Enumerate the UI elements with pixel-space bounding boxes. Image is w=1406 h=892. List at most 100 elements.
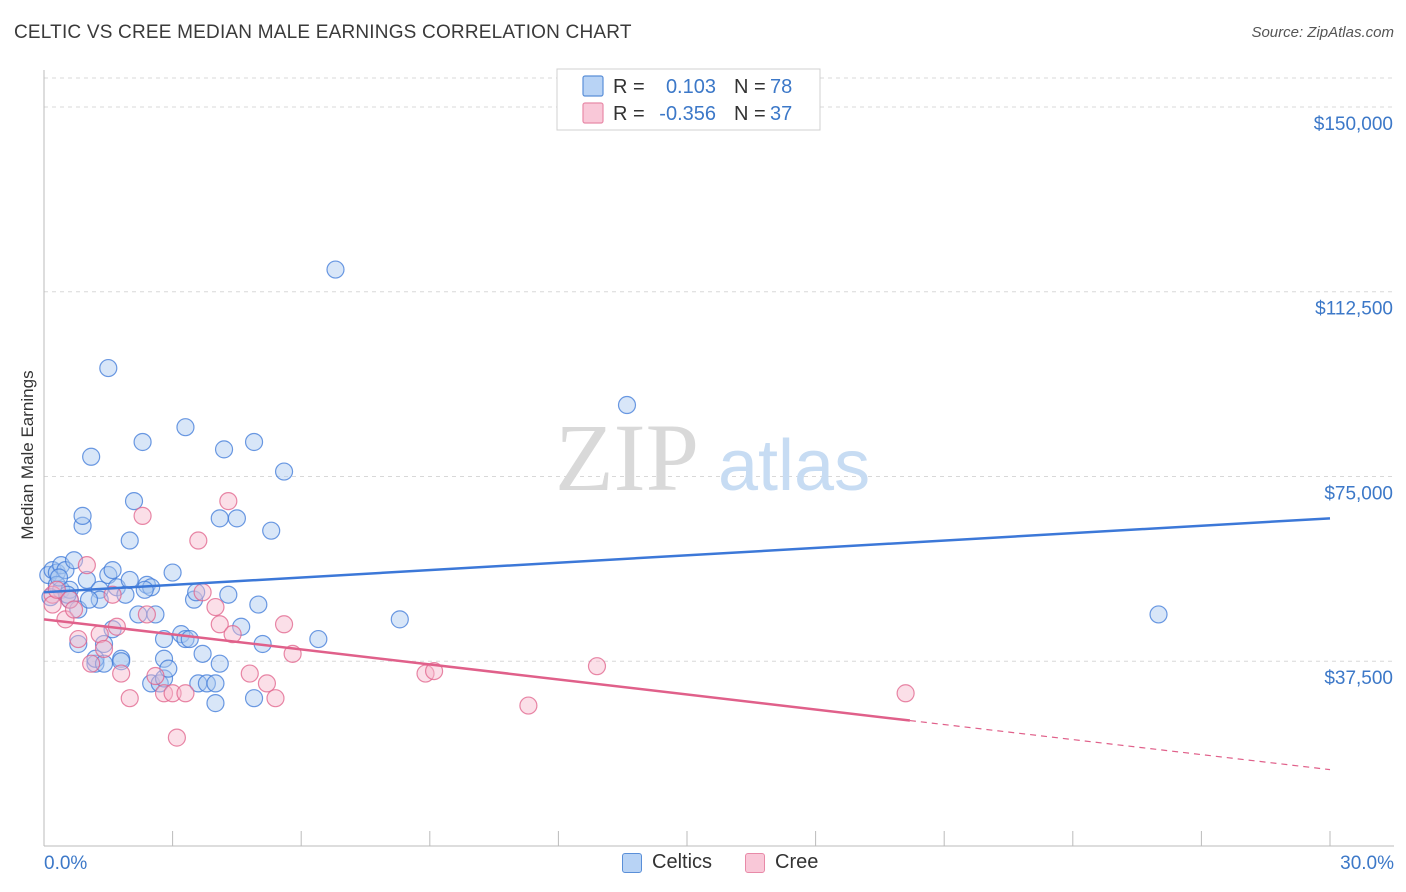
point-cree bbox=[120, 689, 139, 708]
point-cree bbox=[274, 615, 294, 634]
watermark: ZIP atlas bbox=[555, 404, 870, 511]
point-celtics bbox=[120, 531, 139, 550]
point-celtics bbox=[244, 689, 264, 708]
point-cree bbox=[103, 585, 122, 604]
point-celtics bbox=[69, 634, 88, 654]
point-cree bbox=[266, 689, 285, 708]
point-cree bbox=[519, 696, 538, 715]
point-cree bbox=[240, 664, 259, 683]
trend-line-celtics bbox=[43, 517, 1331, 594]
point-celtics bbox=[176, 418, 195, 437]
point-celtics bbox=[244, 432, 264, 452]
y-tick-labels: $37,500 $75,000 $112,500 $150,000 bbox=[1314, 114, 1393, 689]
point-celtics bbox=[154, 649, 174, 668]
point-cree bbox=[94, 639, 114, 659]
trend-lines bbox=[43, 517, 1331, 771]
point-cree bbox=[189, 531, 208, 550]
point-cree bbox=[112, 664, 131, 683]
point-cree bbox=[43, 595, 62, 614]
point-celtics bbox=[206, 694, 225, 713]
point-celtics bbox=[112, 652, 131, 671]
point-celtics bbox=[390, 610, 409, 629]
chart-title: CELTIC VS CREE MEDIAN MALE EARNINGS CORR… bbox=[14, 22, 632, 43]
point-cree bbox=[77, 556, 96, 575]
point-celtics bbox=[219, 585, 238, 604]
point-cree bbox=[133, 506, 152, 525]
point-celtics bbox=[163, 563, 182, 582]
bottom-legend-celtics-label: Celtics bbox=[652, 851, 713, 873]
legend-cree-r: -0.356 bbox=[659, 103, 716, 125]
point-cree bbox=[146, 666, 165, 686]
point-celtics bbox=[82, 447, 101, 466]
point-cree bbox=[587, 657, 607, 676]
legend-cree-n-label: N = bbox=[734, 103, 766, 125]
legend-celtics-r: 0.103 bbox=[666, 76, 716, 98]
point-celtics bbox=[180, 629, 199, 649]
point-cree bbox=[82, 654, 101, 673]
point-celtics bbox=[133, 432, 152, 452]
point-cree bbox=[257, 674, 277, 693]
point-cree bbox=[69, 629, 88, 649]
point-celtics bbox=[73, 516, 92, 535]
point-celtics bbox=[79, 590, 99, 609]
point-celtics bbox=[227, 509, 246, 528]
point-celtics bbox=[77, 570, 96, 590]
y-tick-label: $150,000 bbox=[1314, 114, 1393, 135]
point-cree bbox=[167, 728, 186, 747]
point-cree bbox=[64, 600, 84, 619]
legend-cree-r-label: R = bbox=[613, 103, 645, 125]
point-celtics bbox=[1149, 605, 1168, 624]
bottom-legend-cree-label: Cree bbox=[775, 851, 819, 873]
axes bbox=[43, 70, 1394, 847]
legend-celtics-n: 78 bbox=[770, 76, 792, 98]
point-celtics bbox=[249, 595, 268, 614]
point-cree bbox=[219, 492, 238, 511]
point-cree bbox=[137, 605, 156, 624]
point-cree bbox=[210, 615, 229, 634]
point-celtics bbox=[309, 629, 328, 649]
legend-swatch-celtics bbox=[582, 75, 604, 97]
point-celtics bbox=[206, 674, 225, 693]
point-celtics bbox=[116, 585, 135, 604]
point-celtics bbox=[262, 521, 281, 540]
legend-cree-n: 37 bbox=[770, 103, 792, 125]
trend-line-cree-extrapolated bbox=[909, 719, 1331, 771]
point-celtics bbox=[210, 509, 229, 528]
y-tick-label: $112,500 bbox=[1315, 299, 1393, 320]
point-celtics bbox=[103, 560, 122, 580]
point-celtics bbox=[94, 634, 114, 654]
point-celtics bbox=[326, 260, 345, 279]
point-celtics bbox=[214, 440, 234, 459]
point-cree bbox=[163, 684, 182, 703]
point-celtics bbox=[210, 654, 229, 673]
y-axis-label: Median Male Earnings bbox=[18, 370, 37, 539]
point-celtics bbox=[73, 506, 92, 525]
point-celtics bbox=[193, 644, 212, 663]
bottom-legend-celtics: Celtics bbox=[622, 851, 712, 874]
x-tick-min: 0.0% bbox=[44, 853, 87, 874]
y-tick-label: $37,500 bbox=[1324, 668, 1393, 689]
grid-lines bbox=[44, 77, 1394, 662]
x-tick-max: 30.0% bbox=[1340, 853, 1394, 874]
point-celtics bbox=[99, 358, 118, 378]
watermark-zip: ZIP bbox=[555, 404, 699, 511]
chart-source: Source: ZipAtlas.com bbox=[1251, 24, 1394, 41]
point-cree bbox=[424, 661, 444, 681]
watermark-atlas: atlas bbox=[718, 426, 870, 506]
legend-celtics-n-label: N = bbox=[734, 76, 766, 98]
bottom-legend-cree-swatch bbox=[745, 852, 765, 873]
trend-line-cree bbox=[43, 618, 911, 722]
point-cree bbox=[176, 684, 195, 703]
point-cree bbox=[193, 583, 212, 602]
stats-legend: R = 0.103 N = 78 R = -0.356 N = 37 bbox=[556, 68, 821, 131]
point-celtics bbox=[135, 580, 154, 599]
y-tick-label: $75,000 bbox=[1324, 483, 1393, 504]
point-cree bbox=[206, 597, 225, 617]
legend-swatch-cree bbox=[582, 102, 604, 124]
legend-celtics-r-label: R = bbox=[613, 76, 645, 98]
point-cree bbox=[896, 684, 915, 703]
point-celtics bbox=[274, 462, 294, 481]
point-celtics bbox=[124, 492, 144, 511]
bottom-legend-celtics-swatch bbox=[622, 852, 642, 873]
